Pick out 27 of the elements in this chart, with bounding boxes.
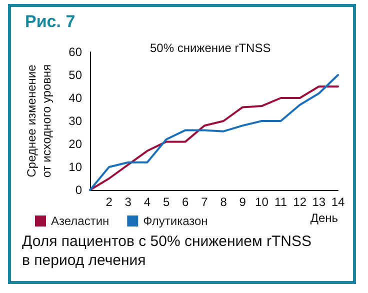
x-tick-label: 9: [239, 195, 246, 209]
text: Доля пациентов с 50% снижением rTNSS в период лечения: [22, 233, 312, 269]
x-tick-label: 13: [312, 195, 326, 209]
x-tick-label: 7: [201, 195, 208, 209]
x-tick-label: 12: [293, 195, 307, 209]
x-tick-label: 8: [220, 195, 228, 209]
y-tick-label: 30: [68, 114, 82, 128]
y-tick-label: 50: [68, 68, 82, 82]
y-axis-title: Среднее изменение от исходного уровня: [24, 64, 54, 178]
x-tick-label: 4: [144, 195, 151, 209]
legend-label: Флутиказон: [143, 214, 208, 228]
x-axis-title: День: [310, 211, 338, 225]
chart-title: Рис. 7: [25, 12, 76, 31]
y-tick-label: 20: [68, 137, 82, 151]
y-tick-label: 60: [68, 45, 82, 59]
x-tick-label: 11: [274, 195, 288, 209]
legend-label: Азеластин: [51, 214, 110, 228]
x-tick-label: 2: [106, 195, 113, 209]
x-tick-label: 14: [331, 195, 345, 209]
y-tick-label: 40: [68, 91, 82, 105]
x-tick-label: 6: [182, 195, 190, 209]
x-tick-label: 3: [124, 195, 132, 209]
chart-subtitle: 50% снижение rTNSS: [150, 41, 271, 55]
x-tick-label: 10: [255, 195, 269, 209]
y-tick-label: 10: [68, 160, 82, 174]
x-tick-label: 5: [162, 195, 170, 209]
y-tick-label: 0: [75, 183, 82, 197]
